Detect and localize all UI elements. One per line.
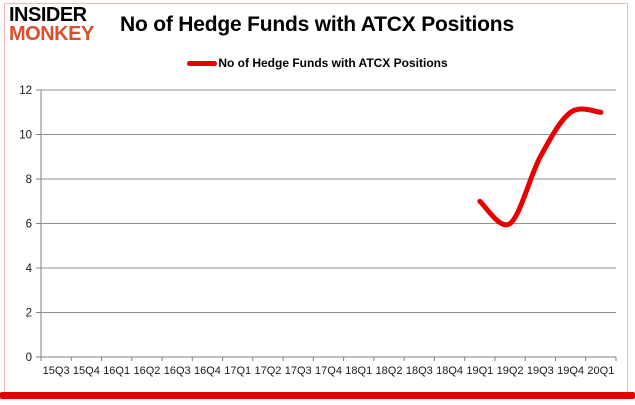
bottom-accent-bar [0,392,635,399]
chart-title: No of Hedge Funds with ATCX Positions [120,13,514,36]
y-axis-label: 4 [26,263,33,275]
y-axis-label: 2 [26,308,32,320]
x-axis-label: 17Q2 [255,365,282,377]
legend-line-swatch [187,60,218,66]
x-axis-label: 19Q3 [527,365,554,377]
series-line [477,106,604,228]
logo-monkey-text: MONKEY [9,23,94,45]
x-axis-label: 19Q4 [557,365,584,377]
y-axis-label: 10 [19,130,32,142]
legend: No of Hedge Funds with ATCX Positions [0,56,635,70]
y-axis-label: 8 [26,174,32,186]
x-axis-label: 16Q2 [133,365,160,377]
x-axis-label: 16Q4 [194,365,221,377]
insider-monkey-logo: INSIDER MONKEY [9,4,94,45]
y-axis-label: 0 [26,352,32,364]
x-axis-label: 18Q4 [436,365,463,377]
x-axis-label: 20Q1 [587,365,614,377]
x-axis-label: 17Q1 [224,365,251,377]
x-axis-label: 16Q3 [164,365,191,377]
y-axis-label: 6 [26,219,32,231]
x-axis-label: 17Q4 [315,365,342,377]
x-axis-label: 19Q1 [466,365,493,377]
y-axis-label: 12 [19,85,32,97]
legend-label: No of Hedge Funds with ATCX Positions [218,56,448,70]
x-axis-label: 15Q3 [43,365,70,377]
x-axis-label: 17Q3 [285,365,312,377]
x-axis-label: 18Q1 [345,365,372,377]
x-axis-label: 19Q2 [497,365,524,377]
x-axis-label: 18Q3 [406,365,433,377]
logo-insider-text: INSIDER [9,4,87,26]
x-axis-label: 16Q1 [103,365,130,377]
x-axis-label: 15Q4 [73,365,100,377]
x-axis-label: 18Q2 [376,365,403,377]
